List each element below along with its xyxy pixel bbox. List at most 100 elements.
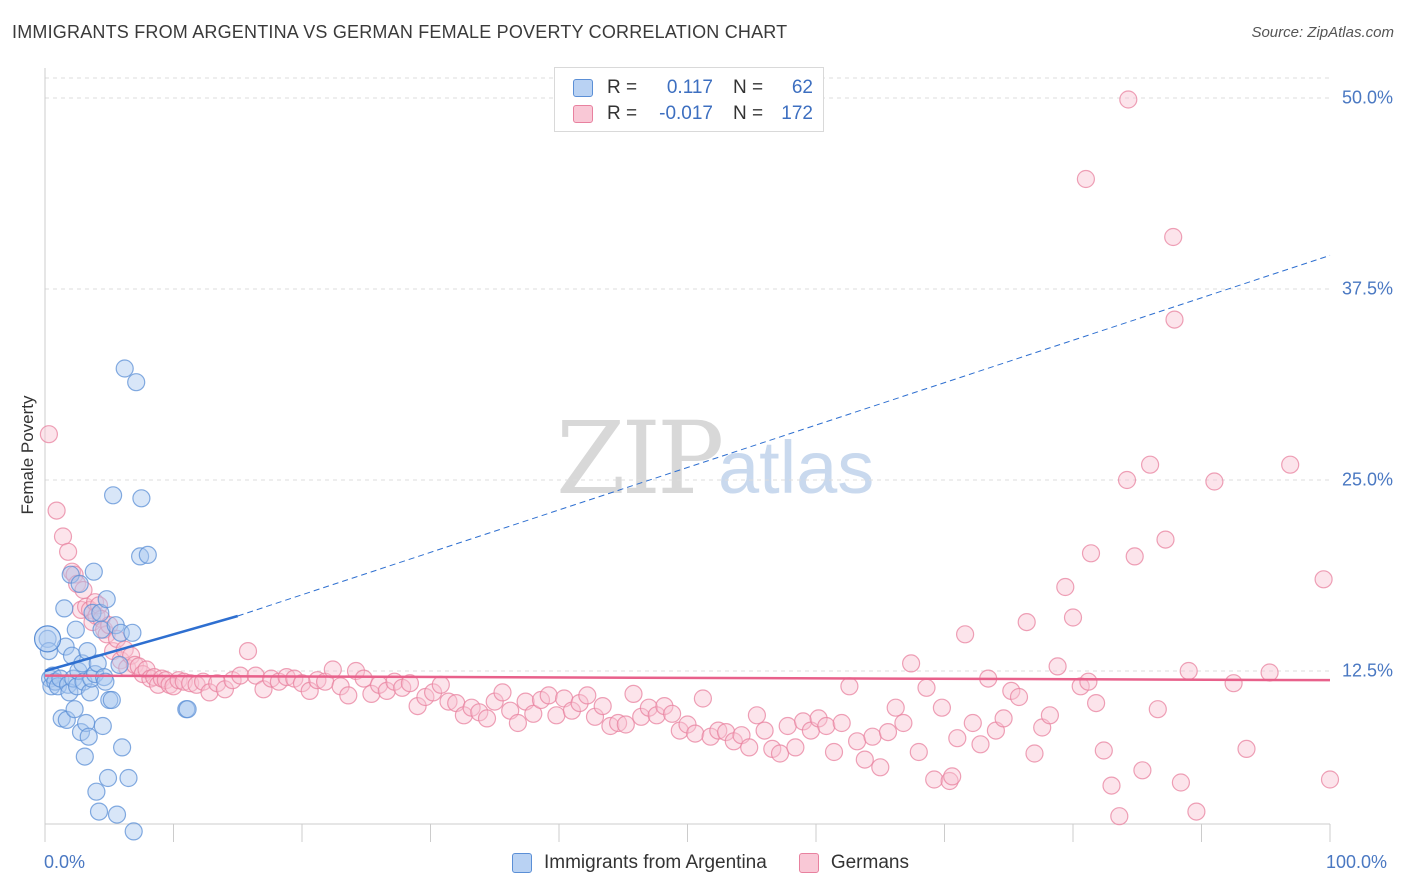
argentina-point bbox=[96, 672, 115, 691]
germans-point bbox=[817, 716, 836, 736]
argentina-point bbox=[66, 620, 85, 639]
argentina-point bbox=[112, 738, 132, 757]
germans-point bbox=[339, 686, 358, 705]
germans-point bbox=[686, 724, 705, 743]
y-axis-label: Female Poverty bbox=[18, 395, 37, 515]
germans-point bbox=[354, 669, 373, 688]
legend-item-germans[interactable]: Germans bbox=[798, 852, 909, 874]
germans-point bbox=[793, 712, 813, 731]
legend-n-label: N = bbox=[733, 77, 764, 98]
legend-n-label: N = bbox=[733, 103, 764, 124]
argentina-point bbox=[178, 700, 197, 719]
germans-point bbox=[1171, 773, 1191, 792]
germans-point bbox=[1314, 570, 1333, 589]
argentina-point bbox=[123, 623, 142, 642]
argentina-point bbox=[83, 603, 102, 623]
argentina-point bbox=[119, 768, 138, 788]
argentina-point bbox=[75, 747, 94, 766]
argentina-point bbox=[65, 700, 84, 719]
legend-n-value: 172 bbox=[781, 103, 813, 124]
legend-row-germans: R = -0.017 N = 172 bbox=[573, 101, 813, 127]
argentina-point bbox=[89, 802, 109, 821]
germans-point bbox=[925, 770, 944, 789]
germans-point bbox=[1048, 657, 1067, 676]
germans-point bbox=[1260, 663, 1279, 682]
germans-point bbox=[578, 686, 597, 705]
germans-point bbox=[408, 696, 427, 716]
germans-point bbox=[693, 689, 713, 708]
germans-point bbox=[716, 722, 736, 742]
germans-point bbox=[1237, 739, 1256, 759]
germans-point bbox=[1156, 530, 1175, 549]
germans-point bbox=[863, 727, 882, 746]
germans-point bbox=[655, 696, 674, 716]
watermark-zip: ZIP bbox=[556, 400, 724, 517]
germans-point bbox=[917, 678, 936, 697]
germans-point bbox=[678, 715, 697, 734]
germans-point bbox=[878, 722, 898, 742]
germans-point bbox=[948, 729, 967, 748]
y-tick-label-12-5: 12.5% bbox=[1341, 660, 1393, 681]
y-tick-label-37-5: 37.5% bbox=[1341, 278, 1393, 299]
germans-point bbox=[1081, 544, 1101, 563]
source-label: Source: ZipAtlas.com bbox=[1251, 24, 1394, 41]
germans-point bbox=[1165, 310, 1184, 329]
germans-point bbox=[362, 684, 381, 704]
chart-title: IMMIGRANTS FROM ARGENTINA VS GERMAN FEMA… bbox=[12, 22, 788, 42]
argentina-trend-dashed bbox=[237, 254, 1331, 617]
germans-point bbox=[840, 677, 859, 696]
correlation-legend: R = 0.117 N = 62 R = -0.017 N = 172 bbox=[554, 67, 824, 132]
germans-point bbox=[1079, 672, 1098, 691]
germans-point bbox=[292, 674, 312, 693]
germans-point bbox=[477, 709, 497, 728]
germans-point bbox=[431, 675, 450, 694]
germans-point bbox=[1205, 472, 1224, 491]
germans-point bbox=[824, 742, 844, 762]
germans-point bbox=[871, 758, 890, 777]
x-tick-label-max: 100.0% bbox=[1326, 852, 1388, 872]
legend-item-argentina[interactable]: Immigrants from Argentina bbox=[512, 852, 767, 874]
germans-point bbox=[424, 683, 443, 702]
watermark-atlas: atlas bbox=[718, 426, 875, 509]
germans-point bbox=[809, 709, 828, 728]
germans-point bbox=[346, 661, 366, 681]
legend-r-label: R = bbox=[607, 77, 638, 98]
germans-point bbox=[909, 742, 928, 762]
argentina-point bbox=[127, 373, 146, 392]
germans-point bbox=[1164, 227, 1183, 247]
germans-point bbox=[747, 706, 767, 725]
legend-swatch-blue bbox=[512, 853, 532, 873]
germans-point bbox=[855, 750, 874, 769]
germans-point bbox=[943, 767, 962, 786]
argentina-point bbox=[84, 562, 103, 581]
argentina-point bbox=[131, 547, 150, 566]
germans-point bbox=[1148, 700, 1167, 719]
germans-point bbox=[200, 683, 219, 702]
germans-point bbox=[932, 698, 952, 717]
germans-point bbox=[894, 713, 913, 733]
germans-point bbox=[508, 713, 528, 733]
argentina-point bbox=[124, 822, 143, 841]
germans-point bbox=[955, 625, 975, 644]
germans-point bbox=[1056, 577, 1075, 597]
germans-point bbox=[1076, 169, 1096, 189]
germans-point bbox=[608, 713, 628, 733]
argentina-point bbox=[103, 486, 123, 505]
argentina-point bbox=[55, 599, 74, 618]
germans-point bbox=[755, 721, 774, 740]
germans-point bbox=[1179, 661, 1198, 681]
germans-point bbox=[323, 660, 342, 679]
germans-point bbox=[439, 692, 458, 711]
germans-point bbox=[47, 501, 66, 520]
germans-point bbox=[1040, 706, 1060, 725]
germans-point bbox=[1133, 761, 1152, 780]
germans-point bbox=[994, 709, 1013, 728]
germans-point bbox=[562, 701, 582, 720]
germans-point bbox=[1140, 455, 1160, 474]
argentina-point bbox=[93, 716, 112, 736]
germans-point bbox=[1224, 674, 1243, 693]
legend-r-value: 0.117 bbox=[666, 77, 713, 98]
argentina-point bbox=[132, 489, 151, 508]
germans-point bbox=[832, 713, 851, 733]
germans-point bbox=[847, 732, 867, 751]
